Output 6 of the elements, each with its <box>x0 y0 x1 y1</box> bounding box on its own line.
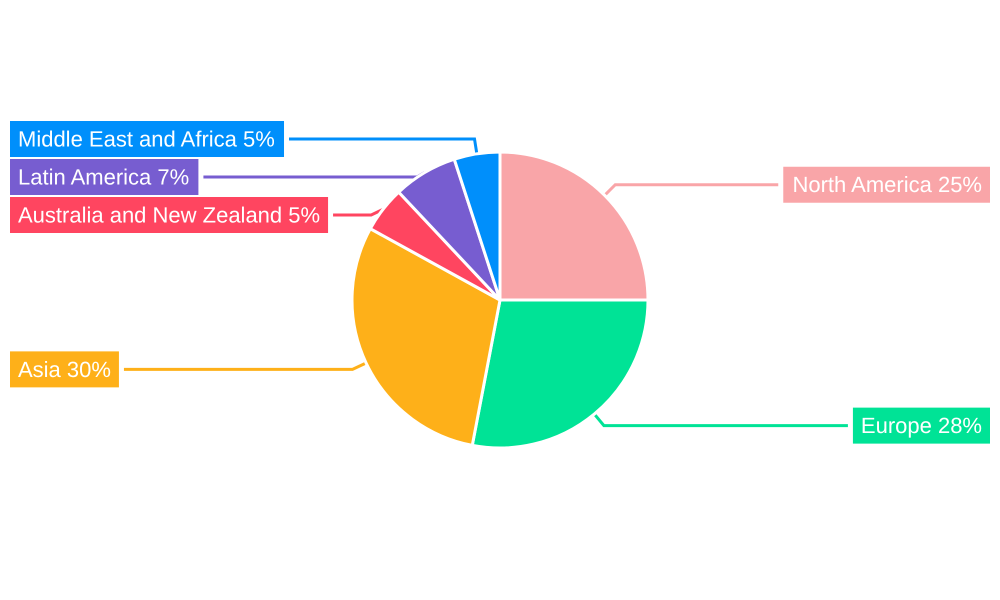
slice-label: Europe 28% <box>860 413 982 438</box>
slice-label: North America 25% <box>792 172 982 198</box>
slice-label: Latin America 7% <box>18 164 190 190</box>
slice-label: Asia 30% <box>18 356 111 382</box>
slice-label: Middle East and Africa 5% <box>18 126 275 152</box>
slice-label: Australia and New Zealand 5% <box>18 202 320 228</box>
